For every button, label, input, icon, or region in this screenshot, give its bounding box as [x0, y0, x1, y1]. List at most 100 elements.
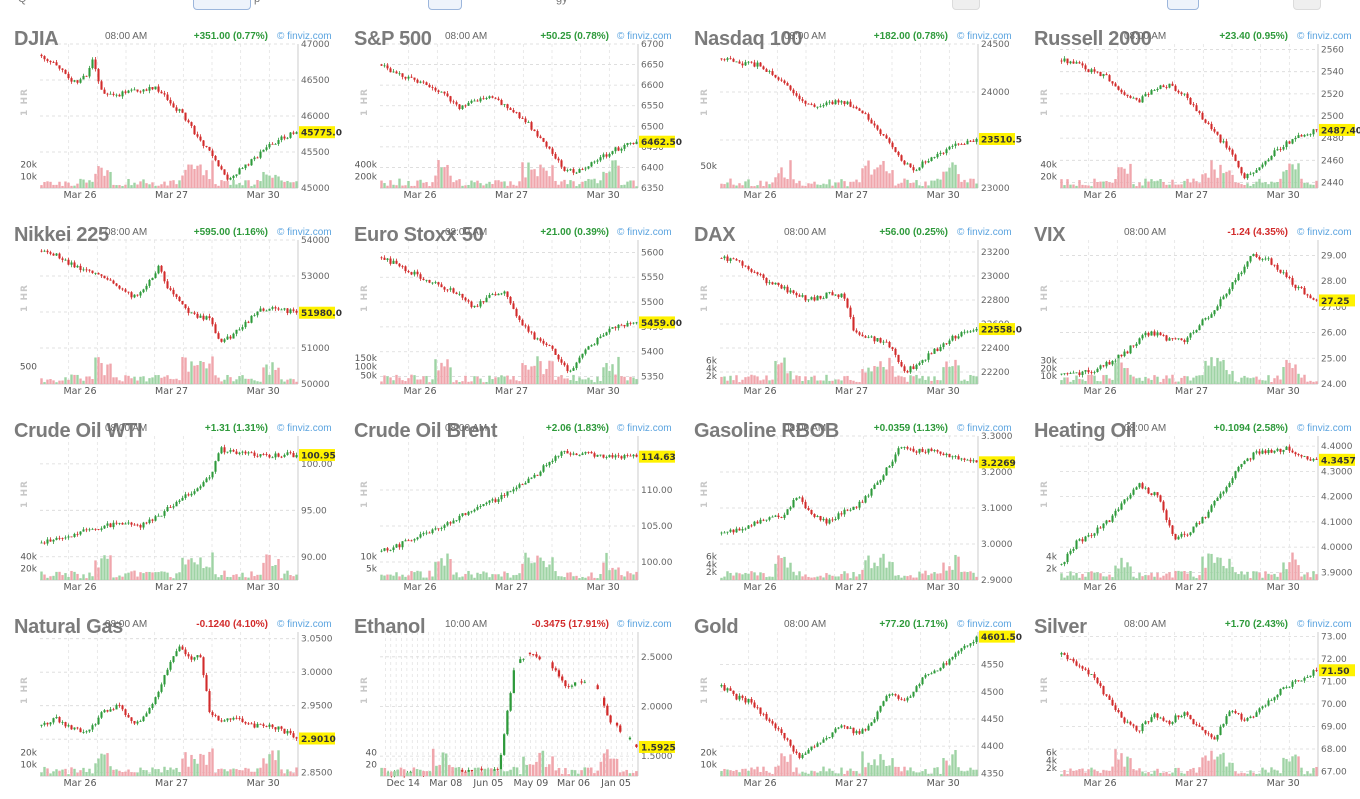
source-link[interactable]: © finviz.com: [957, 31, 1012, 42]
chart-title[interactable]: Crude Oil WTI: [14, 420, 143, 442]
chart-panel-vix[interactable]: 29.00 28.00 27.00 26.00 25.00 24.00 Mar 26 Mar …: [1020, 196, 1360, 397]
toolbar-button[interactable]: [193, 0, 251, 10]
volume-bar: [1276, 576, 1279, 580]
chart-panel-rbob[interactable]: 3.3000 3.2000 3.1000 3.0000 2.9000 Mar 26 Mar …: [680, 392, 1020, 593]
volume-bar: [939, 380, 942, 384]
volume-bar: [112, 377, 115, 384]
candle-body: [431, 282, 434, 284]
source-link[interactable]: © finviz.com: [277, 227, 332, 238]
candle-body: [894, 147, 897, 152]
chart-title[interactable]: Nikkei 225: [14, 224, 109, 246]
volume-bar: [626, 571, 629, 580]
volume-bar: [888, 357, 891, 384]
chart-panel-djia[interactable]: 47000 46500 46000 45500 45000 Mar 26 Mar 27 Mar…: [0, 0, 342, 201]
source-link[interactable]: © finviz.com: [957, 423, 1012, 434]
candle-body: [810, 103, 813, 105]
volume-bar: [1180, 571, 1183, 580]
chart-title[interactable]: VIX: [1034, 224, 1066, 246]
volume-bar: [187, 164, 190, 188]
volume-bar: [398, 377, 401, 384]
toolbar-button[interactable]: [952, 0, 980, 10]
chart-title[interactable]: Russell 2000: [1034, 28, 1152, 50]
candle-body: [614, 455, 617, 458]
volume-series: [1060, 749, 1318, 776]
volume-bar: [876, 765, 879, 776]
volume-bar: [55, 382, 58, 384]
source-link[interactable]: © finviz.com: [277, 31, 332, 42]
volume-bar: [1249, 578, 1252, 580]
candle-body: [295, 132, 298, 134]
chart-title[interactable]: Gasoline RBOB: [694, 420, 840, 442]
chart-title[interactable]: Natural Gas: [14, 616, 123, 638]
candle-body: [1108, 75, 1111, 82]
chart-title[interactable]: Gold: [694, 616, 739, 638]
candle-body: [1216, 497, 1219, 502]
chart-title[interactable]: DAX: [694, 224, 736, 246]
volume-bar: [525, 764, 529, 776]
candle-body: [1165, 87, 1168, 88]
volume-bar: [1291, 756, 1294, 776]
source-link[interactable]: © finviz.com: [957, 619, 1012, 630]
source-link[interactable]: © finviz.com: [617, 423, 672, 434]
chart-title[interactable]: Euro Stoxx 50: [354, 224, 484, 246]
volume-tick-label: 10k: [360, 553, 377, 563]
volume-bar: [1249, 378, 1252, 384]
volume-bar: [786, 373, 789, 384]
volume-bar: [91, 379, 94, 384]
volume-tick-label: 2k: [706, 372, 718, 382]
candle-body: [750, 269, 753, 272]
chart-title[interactable]: DJIA: [14, 28, 59, 50]
toolbar-button[interactable]: [1167, 0, 1199, 10]
last-price-box: [979, 630, 1015, 643]
toolbar-button[interactable]: [428, 0, 462, 10]
chart-panel-rut[interactable]: 2560 2540 2520 2500 2480 2460 2440 Mar 26 Mar 27…: [1020, 0, 1360, 201]
source-link[interactable]: © finviz.com: [617, 227, 672, 238]
chart-title[interactable]: Ethanol: [354, 616, 426, 638]
volume-bar: [1189, 570, 1192, 580]
candle-body: [1261, 706, 1264, 709]
candle-body: [274, 453, 277, 458]
volume-bar: [1285, 569, 1288, 580]
chart-title[interactable]: S&P 500: [354, 28, 432, 50]
candle-body: [1228, 483, 1231, 488]
x-tick-label: Mar 30: [247, 582, 280, 593]
source-link[interactable]: © finviz.com: [1297, 423, 1352, 434]
volume-bar: [780, 362, 783, 384]
candle-body: [1210, 505, 1213, 512]
candle-body: [1246, 174, 1249, 179]
source-link[interactable]: © finviz.com: [617, 31, 672, 42]
volume-bar: [205, 566, 208, 580]
chart-title[interactable]: Nasdaq 100: [694, 28, 803, 50]
candle-body: [966, 331, 969, 333]
chart-panel-wti[interactable]: 100.00 95.00 90.00 Mar 26 Mar 27 Mar 30 1 HR 40…: [0, 392, 340, 593]
chart-panel-ho[interactable]: 4.4000 4.3000 4.2000 4.1000 4.0000 3.9000 Mar …: [1020, 392, 1360, 593]
candle-body: [972, 460, 975, 462]
source-link[interactable]: © finviz.com: [957, 227, 1012, 238]
chart-title[interactable]: Silver: [1034, 616, 1087, 638]
chart-panel-dax[interactable]: 232002300022800226002240022200Mar 26Mar …: [680, 196, 1022, 397]
chart-panel-gold[interactable]: 4550 4500 4450 4400 4350 Mar 26 Mar 27 Mar 30 1 …: [680, 588, 1022, 789]
chart-panel-silver[interactable]: 73.00 72.00 71.00 70.00 69.00 68.00 67.00 Mar 2…: [1020, 588, 1360, 789]
candle-body: [1132, 345, 1135, 347]
source-link[interactable]: © finviz.com: [617, 619, 672, 630]
x-tick-label: Mar 27: [155, 190, 188, 201]
chart-title[interactable]: Crude Oil Brent: [354, 420, 498, 442]
volume-bar: [470, 381, 473, 384]
chart-panel-ethanol[interactable]: 2.5000 2.0000 1.5000 Dec 14 Mar 08 Jun 05 May …: [340, 588, 680, 789]
toolbar-button[interactable]: [1293, 0, 1321, 10]
chart-panel-brent[interactable]: 110.00 105.00 100.00 Mar 26 Mar 27 Mar 30 1 HR…: [340, 392, 680, 593]
source-link[interactable]: © finviz.com: [1297, 31, 1352, 42]
chart-panel-spx[interactable]: 6700 6650 6600 6550 6500 6450 6400 6350 Mar 26 Ma…: [340, 0, 682, 201]
source-link[interactable]: © finviz.com: [1297, 227, 1352, 238]
source-link[interactable]: © finviz.com: [1297, 619, 1352, 630]
source-link[interactable]: © finviz.com: [277, 619, 332, 630]
candle-body: [584, 452, 587, 454]
volume-bar: [265, 554, 268, 580]
chart-title[interactable]: Heating Oil: [1034, 420, 1137, 442]
volume-bar: [467, 381, 470, 384]
source-link[interactable]: © finviz.com: [277, 423, 332, 434]
